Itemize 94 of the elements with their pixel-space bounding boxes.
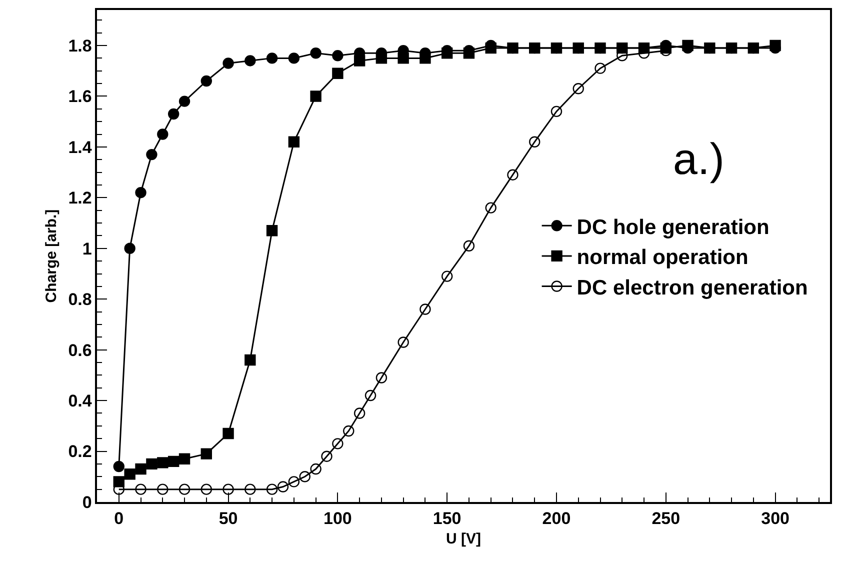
point — [124, 242, 136, 254]
point — [441, 48, 453, 59]
point — [222, 428, 234, 440]
point — [594, 42, 606, 54]
point — [550, 106, 562, 118]
point — [463, 48, 475, 59]
point — [420, 304, 431, 315]
point — [168, 456, 180, 468]
point — [343, 425, 354, 437]
point — [299, 471, 310, 482]
y-tick-label: 0.2 — [68, 442, 92, 462]
point — [157, 457, 168, 468]
point — [376, 52, 388, 64]
point — [748, 42, 760, 54]
point — [529, 136, 540, 148]
x-tick-label: 150 — [432, 509, 462, 528]
point — [682, 40, 694, 52]
point — [572, 42, 584, 54]
point — [222, 58, 234, 69]
point — [398, 52, 409, 64]
point — [364, 390, 376, 402]
point — [113, 460, 124, 472]
legend-label: DC hole generation — [576, 216, 770, 239]
point — [420, 52, 431, 64]
y-tick-label: 0 — [82, 492, 92, 512]
point — [332, 68, 344, 79]
point — [332, 438, 344, 450]
y-tick-label: 1.6 — [68, 87, 92, 106]
y-axis-title: Charge [arb.] — [42, 209, 60, 303]
point — [332, 50, 344, 62]
point — [321, 450, 332, 462]
y-tick-label: 0.4 — [68, 392, 92, 411]
point — [441, 270, 453, 282]
point — [200, 75, 212, 87]
point — [354, 408, 366, 419]
x-tick-label: 100 — [324, 509, 352, 528]
point — [310, 463, 322, 475]
point — [244, 484, 256, 495]
point — [288, 476, 300, 488]
point — [157, 484, 168, 495]
point — [770, 40, 781, 52]
point — [704, 42, 716, 54]
point — [288, 52, 300, 64]
x-tick-label: 250 — [652, 509, 680, 528]
point — [222, 484, 234, 495]
y-tick-label: 1.2 — [68, 188, 92, 208]
y-tick-label: 1 — [82, 239, 92, 258]
x-tick-label: 300 — [761, 509, 790, 528]
point — [288, 136, 300, 148]
point — [124, 468, 136, 480]
x-axis-title: U [V] — [446, 530, 481, 548]
point — [178, 453, 190, 464]
y-tick-label: 0.8 — [68, 290, 92, 310]
point — [178, 484, 190, 495]
point — [277, 481, 289, 492]
point — [244, 55, 256, 66]
annotation: a.) — [673, 135, 724, 184]
x-tick-label: 200 — [542, 509, 571, 528]
point — [594, 62, 606, 74]
point — [550, 42, 562, 54]
point — [244, 354, 256, 366]
point — [146, 458, 158, 470]
point — [135, 187, 146, 198]
legend-label: DC electron generation — [576, 276, 808, 300]
point — [310, 48, 322, 59]
point — [200, 448, 212, 460]
point — [266, 484, 278, 495]
point — [726, 42, 738, 54]
point — [310, 90, 322, 102]
y-tick-label: 1.8 — [68, 36, 92, 56]
point — [507, 42, 518, 54]
point — [266, 52, 278, 64]
point — [157, 128, 168, 140]
point — [463, 240, 475, 252]
y-tick-label: 1.4 — [68, 138, 92, 157]
point — [529, 42, 540, 54]
point — [485, 42, 496, 54]
point — [572, 83, 584, 94]
point — [266, 225, 278, 236]
point — [168, 108, 180, 120]
point — [135, 463, 146, 475]
point — [354, 55, 366, 66]
point — [146, 148, 158, 160]
point — [398, 336, 409, 348]
point — [485, 202, 496, 214]
x-tick-label: 0 — [114, 509, 124, 528]
point — [135, 484, 146, 495]
point — [376, 372, 388, 384]
legend-label: normal operation — [576, 246, 748, 270]
point — [178, 96, 190, 107]
y-tick-label: 0.6 — [68, 340, 92, 360]
x-tick-label: 50 — [218, 509, 238, 528]
point — [507, 169, 518, 180]
point — [200, 484, 212, 495]
